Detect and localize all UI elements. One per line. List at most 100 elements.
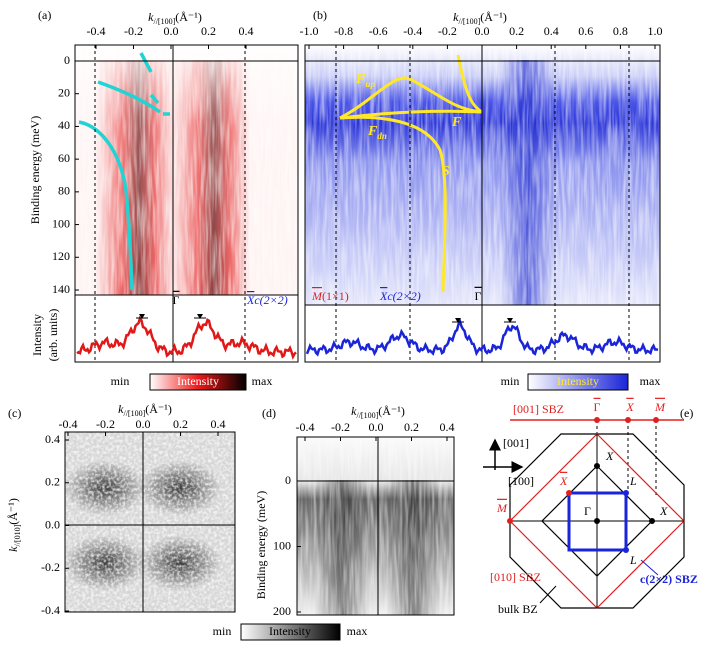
colorbar-label: max: [640, 374, 661, 388]
band-label-part: up: [365, 79, 375, 89]
annotation-part: X: [246, 293, 255, 307]
y-tick-label: 140: [52, 282, 70, 296]
axis-label: Binding energy (meV): [254, 491, 268, 599]
axis-label-part: //[100]: [153, 17, 175, 26]
colorbar: [149, 373, 247, 391]
axis-label-part: (Å⁻¹): [378, 404, 405, 418]
x-tick-label: 0.0: [369, 420, 384, 434]
label: L: [629, 474, 637, 488]
x-tick-label: -0.4: [403, 24, 422, 38]
x-tick-label: 0.6: [578, 24, 593, 38]
axis-label: k//[100](Å⁻¹): [351, 404, 405, 421]
axis-label-part: k: [351, 404, 357, 418]
colorbar-label: max: [252, 374, 273, 388]
x-tick-label: 1.0: [648, 24, 663, 38]
panel-label: (c): [8, 406, 21, 420]
y-tick-label: 20: [58, 85, 70, 99]
label: [100]: [508, 474, 534, 488]
axis-label: (arb. units): [46, 309, 60, 362]
frame-c: [64, 431, 236, 613]
annotation-part: (1×1): [322, 289, 349, 303]
y-tick-label: 60: [58, 151, 70, 165]
band-label: S: [442, 164, 450, 179]
annotation-part: c(2×2): [387, 289, 420, 303]
heatmap-d: [297, 437, 454, 615]
label: [001]: [503, 436, 529, 450]
axis-label-part: k: [6, 546, 20, 552]
axis-label: Binding energy (meV): [28, 116, 42, 224]
y-tick-label: 120: [52, 249, 70, 263]
label: [010] SBZ: [490, 570, 541, 584]
colorbar-label: min: [213, 624, 232, 638]
x-tick-label: 0.2: [201, 24, 216, 38]
y-tick-label: 0: [64, 53, 70, 67]
x-tick-label: -0.2: [124, 24, 143, 38]
y-tick-label: 0: [285, 473, 291, 487]
label: L: [629, 553, 637, 567]
heatmap-c: [65, 432, 235, 612]
label: X: [625, 400, 634, 414]
colorbar: [240, 623, 341, 641]
axis-label-part: //[100]: [356, 411, 378, 420]
x-tick-label: 0.8: [613, 24, 628, 38]
annotation: Xc(2×2): [379, 289, 421, 303]
annotation: Xc(2×2): [246, 293, 288, 307]
x-tick-label: 0.2: [509, 24, 524, 38]
band-label-part: dn: [377, 131, 387, 141]
colorbar-label: min: [501, 374, 520, 388]
label: Γ: [594, 400, 601, 414]
y-tick-label: 200: [273, 604, 291, 618]
x-tick-label: -1.0: [300, 24, 319, 38]
panel-label: (d): [262, 406, 276, 420]
label: M: [496, 501, 508, 515]
axis-label: k//[010](Å⁻¹): [6, 498, 23, 552]
bz-diagram: [483, 417, 685, 609]
label: X: [559, 474, 568, 488]
x-tick-label: -0.2: [96, 417, 115, 431]
label: [001] SBZ: [513, 402, 564, 416]
frame-a: [74, 44, 299, 363]
y-tick-label: 100: [52, 216, 70, 230]
peak-marker: [507, 318, 513, 323]
axis-label-part: k: [148, 10, 154, 24]
x-tick-label: 0.4: [440, 420, 455, 434]
label: c(2×2) SBZ: [640, 572, 698, 586]
x-tick-label: -0.4: [59, 417, 78, 431]
colorbar-label: Intensity: [557, 374, 599, 388]
label: X: [605, 449, 614, 463]
intensity-profile: [305, 318, 659, 357]
annotation-part: c(2×2): [254, 293, 287, 307]
axis-label: k//[100](Å⁻¹): [148, 10, 202, 27]
colorbar-label: max: [347, 624, 368, 638]
annotation: M(1×1): [311, 289, 349, 303]
axis-label-part: (Å⁻¹): [145, 402, 172, 416]
axis-label: Intensity: [30, 314, 44, 356]
panel-label: (b): [313, 8, 327, 22]
axis-label: k//[100](Å⁻¹): [118, 402, 172, 419]
label: M: [654, 400, 666, 414]
x-tick-label: -0.4: [296, 420, 315, 434]
x-tick-label: 0.4: [544, 24, 559, 38]
annotation: Γ: [173, 293, 180, 307]
y-tick-label: -0.2: [41, 560, 60, 574]
axis-label-part: (Å⁻¹): [6, 498, 20, 525]
axis-label-part: //[100]: [458, 17, 480, 26]
band-label-part: F: [367, 124, 378, 139]
peak-marker: [139, 314, 145, 319]
annotation-part: M: [311, 289, 323, 303]
x-tick-label: 0.0: [136, 417, 151, 431]
x-tick-label: 0.0: [475, 24, 490, 38]
axis-label-part: (Å⁻¹): [175, 10, 202, 24]
label: bulk BZ: [498, 602, 538, 616]
y-tick-label: 0.4: [45, 432, 60, 446]
band-label: Fdn: [367, 124, 387, 141]
axis-label: k//[100](Å⁻¹): [453, 10, 507, 27]
annotation: Γ: [475, 289, 482, 303]
heatmap-a: [75, 45, 298, 295]
annotation-part: X: [379, 289, 388, 303]
colorbar-label: Intensity: [177, 374, 219, 388]
label: Γ: [584, 504, 591, 518]
band-label-part: F: [355, 72, 366, 87]
band-label: F: [451, 115, 462, 130]
